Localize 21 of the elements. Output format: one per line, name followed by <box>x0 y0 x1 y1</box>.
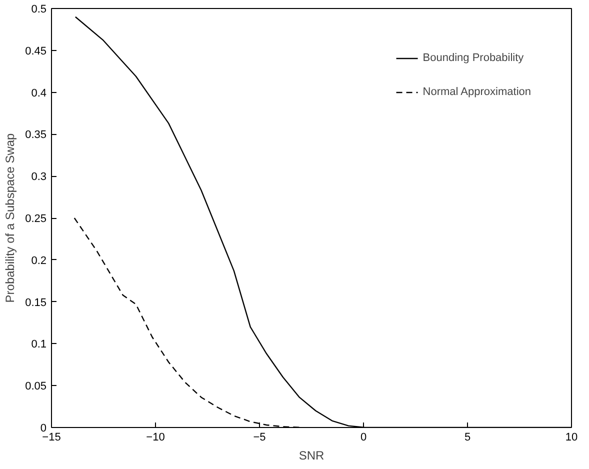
y-tick-label: 0.35 <box>25 129 47 142</box>
y-tick-label: 0.2 <box>31 254 47 267</box>
legend-label: Bounding Probability <box>422 52 524 64</box>
y-axis-title: Probability of a Subspace Swap <box>3 132 18 303</box>
y-tick-label: 0.15 <box>25 296 47 309</box>
y-tick-label: 0.45 <box>25 45 47 58</box>
y-tick-label: 0.4 <box>31 87 47 100</box>
y-tick-label: 0.25 <box>25 213 47 225</box>
x-axis-title: SNR <box>298 448 324 462</box>
y-tick-label: 0.5 <box>31 4 47 16</box>
x-tick-label: 5 <box>464 432 471 444</box>
y-tick-label: 0.3 <box>31 171 47 184</box>
y-tick-label: 0 <box>40 422 47 434</box>
x-tick-label: −5 <box>253 432 266 444</box>
legend-label: Normal Approximation <box>422 86 531 98</box>
x-tick-label: 0 <box>360 432 367 444</box>
y-tick-label: 0.05 <box>25 380 47 393</box>
y-tick-label: 0.1 <box>31 338 47 351</box>
x-tick-label: −15 <box>42 432 61 444</box>
x-tick-label: 10 <box>565 432 578 444</box>
x-tick-label: −10 <box>146 432 165 444</box>
